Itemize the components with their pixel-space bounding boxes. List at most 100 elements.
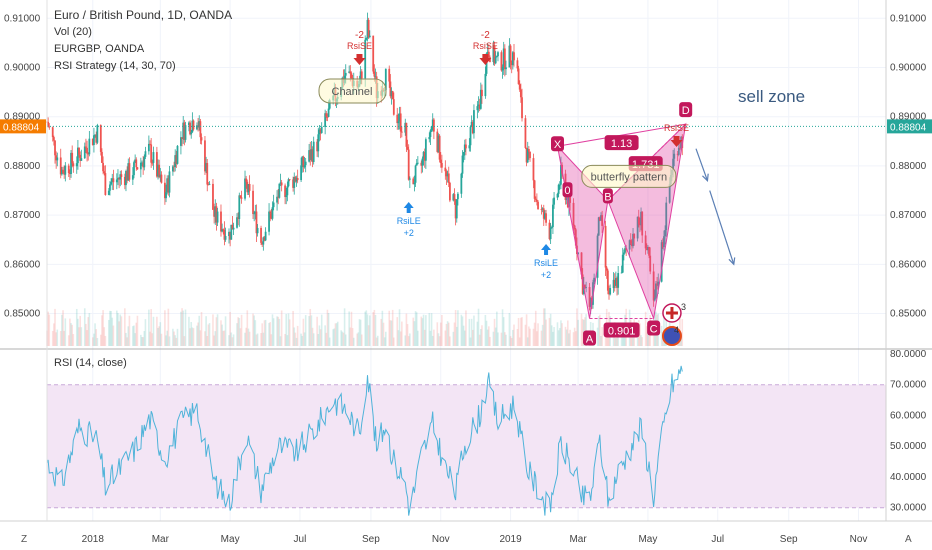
volume-bar <box>254 320 257 346</box>
candle-body <box>478 104 481 109</box>
volume-bar <box>109 310 111 346</box>
pattern-bcd-triangle[interactable] <box>607 122 687 321</box>
candle-body <box>485 53 488 74</box>
candle-body <box>311 149 314 162</box>
chart-title: Euro / British Pound, 1D, OANDA <box>54 8 233 22</box>
candle-body <box>79 154 82 161</box>
candle-body <box>573 225 576 230</box>
point-d-badge[interactable] <box>679 102 693 118</box>
legend-strategy[interactable]: RSI Strategy (14, 30, 70) <box>54 60 176 72</box>
candle-body <box>412 178 415 185</box>
volume-bar <box>292 310 294 346</box>
candle-body <box>158 164 161 178</box>
candle-body <box>372 35 375 72</box>
signal-short-label: RsiSE <box>347 41 372 51</box>
legend-volume[interactable]: Vol (20) <box>54 26 92 38</box>
rsi-tick-label: 70.0000 <box>890 380 927 391</box>
volume-bar <box>280 310 283 346</box>
candle-body <box>303 165 306 168</box>
time-tick-label: May <box>221 534 240 545</box>
time-tick-label: Sep <box>362 534 380 545</box>
candle-body <box>93 135 95 145</box>
auto-scale-button[interactable]: A <box>905 534 912 545</box>
volume-bar <box>287 313 290 346</box>
volume-bar <box>496 311 498 346</box>
volume-bar <box>560 320 562 346</box>
volume-bar <box>276 316 278 346</box>
point-x-label2-badge[interactable] <box>562 182 573 198</box>
signal-short-label: RsiSE <box>664 123 689 133</box>
candle-body <box>545 213 547 223</box>
candle-body <box>117 177 119 180</box>
signal-long-label: RsiLE <box>397 216 421 226</box>
point-b-badge[interactable] <box>602 188 613 204</box>
candle-body <box>175 155 178 164</box>
candle-body <box>612 279 615 289</box>
volume-bar <box>460 314 463 346</box>
rsi-line[interactable] <box>46 365 683 516</box>
candle-body <box>279 182 282 184</box>
candle-body <box>389 81 392 97</box>
signal-short-arrow[interactable] <box>479 54 492 65</box>
signal-long-arrow[interactable] <box>403 202 414 213</box>
price-tick-left: 0.91000 <box>4 13 41 24</box>
point-x-badge[interactable] <box>550 136 564 152</box>
point-a-badge[interactable] <box>583 330 597 346</box>
candle-body <box>469 126 472 146</box>
volume-bar <box>597 316 600 346</box>
candle-body <box>552 204 554 228</box>
volume-bar <box>246 310 249 346</box>
candle-body <box>479 89 482 109</box>
volume-bar <box>381 310 384 346</box>
candle-body <box>253 213 256 215</box>
volume-bar <box>368 315 371 346</box>
volume-bar <box>520 317 522 346</box>
candle-body <box>521 97 523 119</box>
volume-bar <box>488 326 490 346</box>
channel-box[interactable] <box>318 78 387 104</box>
candle-body <box>151 162 154 164</box>
forecast-arrow-line[interactable] <box>695 148 709 181</box>
timezone-button[interactable]: Z <box>21 534 28 545</box>
volume-bar <box>449 336 451 346</box>
candle-body <box>222 229 225 230</box>
rsi-legend[interactable]: RSI (14, close) <box>54 357 127 369</box>
volume-bar <box>151 333 154 346</box>
candle-body <box>238 195 241 219</box>
candle-body <box>139 162 142 170</box>
candle-body <box>461 155 464 174</box>
candle-body <box>533 180 536 199</box>
eu-event-icon[interactable] <box>661 326 682 346</box>
candle-body <box>77 147 79 164</box>
candle-body <box>127 163 130 181</box>
candle-body <box>67 165 70 174</box>
candle-body <box>150 144 153 163</box>
volume-bar <box>665 308 668 346</box>
volume-bar <box>56 329 59 346</box>
ratio-ac-badge[interactable] <box>603 322 640 338</box>
volume-bar <box>585 314 587 346</box>
signal-long-label: RsiLE <box>534 258 558 268</box>
point-x-label2-label: 0 <box>564 185 570 197</box>
point-c-badge[interactable] <box>647 320 661 336</box>
signal-long-arrow[interactable] <box>541 244 552 255</box>
signal-short-arrow[interactable] <box>670 136 683 147</box>
ratio-xb-badge[interactable] <box>604 135 639 151</box>
candle-body <box>268 211 270 232</box>
candle-body <box>183 122 186 140</box>
candle-body <box>270 213 273 219</box>
volume-bar <box>494 327 497 346</box>
point-d-label: D <box>682 105 690 117</box>
volume-bar <box>205 316 207 346</box>
volume-bar <box>461 316 464 346</box>
forecast-arrow-line[interactable] <box>709 190 735 265</box>
sell-zone-label: sell zone <box>738 87 806 106</box>
volume-bar <box>310 315 313 346</box>
candle-body <box>639 224 641 226</box>
butterfly-pattern-box[interactable] <box>581 164 677 188</box>
candle-body <box>558 184 561 186</box>
signal-short-arrow[interactable] <box>353 54 366 65</box>
time-tick-label: Nov <box>432 534 450 545</box>
legend-symbol[interactable]: EURGBP, OANDA <box>54 43 145 55</box>
